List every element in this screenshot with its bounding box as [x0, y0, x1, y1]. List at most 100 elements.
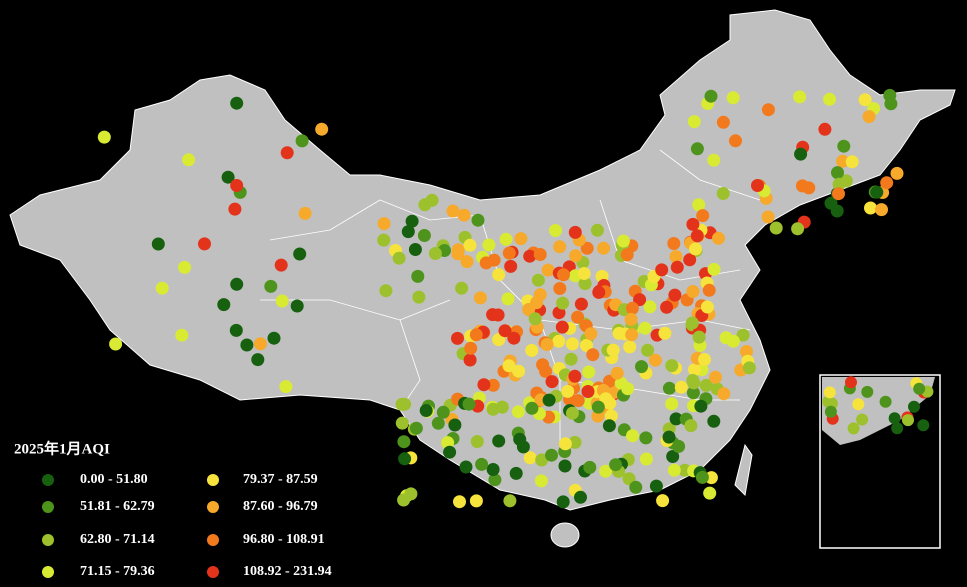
- city-dot: [443, 445, 457, 459]
- city-dot: [793, 90, 807, 104]
- city-dot: [648, 353, 662, 367]
- city-dot: [609, 458, 623, 472]
- city-dot: [658, 326, 672, 340]
- city-dot: [686, 386, 700, 400]
- city-dot: [182, 153, 196, 167]
- city-dot: [643, 300, 657, 314]
- city-dot: [884, 97, 898, 111]
- city-dot: [459, 460, 473, 474]
- city-dot: [568, 435, 582, 449]
- inset-dot: [891, 422, 904, 435]
- city-dot: [830, 204, 844, 218]
- city-dot: [684, 419, 698, 433]
- city-dot: [685, 316, 699, 330]
- city-dot: [612, 326, 626, 340]
- city-dot: [726, 334, 740, 348]
- inset-dot: [908, 400, 920, 413]
- city-dot: [686, 285, 700, 298]
- city-dot: [832, 187, 845, 201]
- city-dot: [704, 471, 718, 485]
- city-dot: [707, 414, 721, 428]
- city-dot: [635, 360, 648, 374]
- city-dot: [610, 366, 624, 380]
- city-dot: [482, 238, 496, 252]
- city-dot: [736, 328, 750, 342]
- city-dot: [97, 130, 111, 144]
- city-dot: [545, 375, 559, 389]
- city-dot: [513, 432, 527, 446]
- city-dot: [446, 204, 460, 218]
- city-dot: [694, 399, 708, 413]
- city-dot: [616, 234, 630, 248]
- city-dot: [541, 263, 555, 277]
- city-dot: [501, 292, 515, 306]
- city-dot: [451, 247, 465, 261]
- city-dot: [539, 364, 553, 378]
- city-dot: [499, 232, 513, 246]
- city-dot: [626, 429, 639, 443]
- city-dot: [175, 328, 189, 342]
- city-dot: [686, 217, 700, 231]
- city-dot: [470, 435, 484, 448]
- city-dot: [621, 382, 635, 396]
- city-dot: [625, 301, 639, 315]
- city-dot: [665, 359, 679, 373]
- city-dot: [463, 238, 477, 252]
- city-dot: [674, 380, 688, 394]
- city-dot: [540, 338, 554, 351]
- city-dot: [603, 374, 616, 388]
- inset-dot: [917, 419, 930, 432]
- city-dot: [109, 337, 123, 351]
- city-dot: [417, 229, 431, 242]
- city-dot: [495, 400, 509, 414]
- legend-label: 0.00 - 51.80: [80, 472, 148, 487]
- city-dot: [486, 463, 500, 476]
- city-dot: [398, 397, 412, 411]
- city-dot: [845, 155, 859, 169]
- city-dot: [574, 490, 587, 504]
- city-dot: [571, 310, 585, 324]
- city-dot: [290, 299, 304, 313]
- city-dot: [690, 142, 704, 156]
- city-dot: [280, 146, 294, 160]
- city-dot: [592, 285, 606, 299]
- city-dot: [448, 418, 462, 432]
- city-dot: [870, 185, 884, 199]
- city-dot: [583, 460, 597, 474]
- city-dot: [581, 385, 595, 398]
- city-dot: [890, 166, 904, 180]
- city-dot: [712, 231, 725, 245]
- city-dot: [558, 437, 572, 451]
- city-dot: [469, 328, 483, 342]
- city-dot: [656, 494, 670, 508]
- city-dot: [431, 416, 445, 430]
- inset-dot: [845, 376, 857, 389]
- legend-label: 62.80 - 71.14: [80, 532, 155, 547]
- inset-dot: [861, 385, 874, 398]
- city-dot: [491, 308, 505, 322]
- city-dot: [649, 479, 663, 493]
- city-dot: [298, 206, 312, 220]
- city-dot: [696, 209, 710, 223]
- legend-swatch: [207, 474, 219, 486]
- city-dot: [221, 170, 235, 184]
- city-dot: [504, 259, 518, 273]
- city-dot: [698, 353, 711, 366]
- city-dot: [629, 480, 643, 494]
- city-dot: [568, 225, 582, 239]
- city-dot: [591, 400, 605, 414]
- city-dot: [217, 298, 231, 312]
- city-dot: [553, 282, 567, 295]
- city-dot: [275, 294, 289, 308]
- city-dot: [555, 320, 569, 334]
- city-dot: [791, 222, 805, 236]
- city-dot: [726, 91, 740, 105]
- city-dot: [707, 153, 721, 167]
- city-dot: [639, 431, 653, 445]
- city-dot: [794, 147, 808, 161]
- city-dot: [492, 268, 506, 282]
- city-dot: [669, 412, 683, 426]
- city-dot: [574, 297, 588, 311]
- city-dot: [699, 378, 713, 392]
